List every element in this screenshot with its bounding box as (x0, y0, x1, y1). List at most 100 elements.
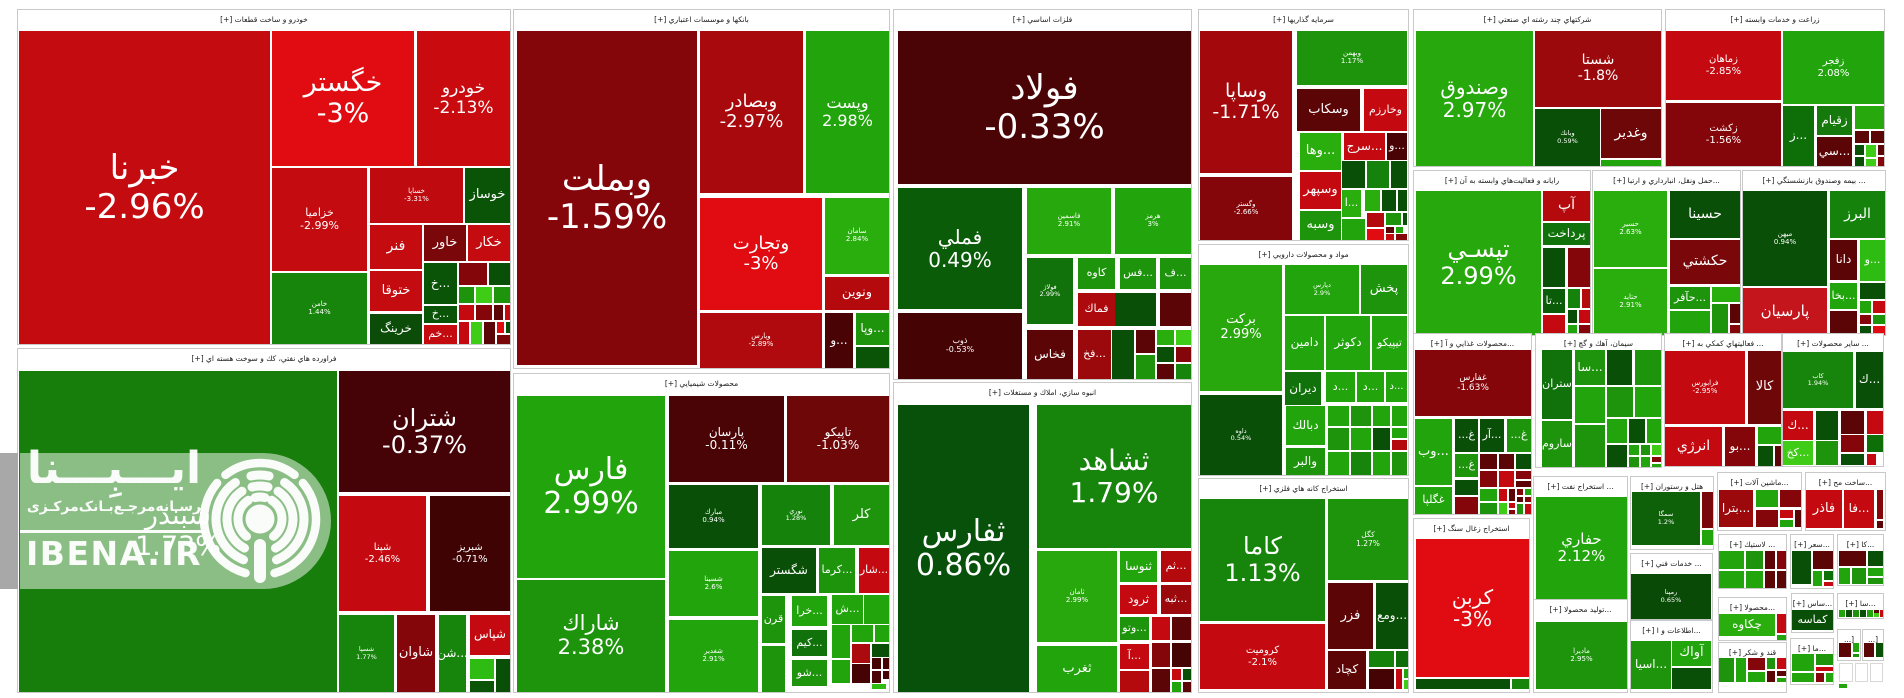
tile-وبصادر[interactable]: وبصادر -2.97% (700, 31, 803, 193)
tile[interactable] (1351, 452, 1371, 475)
tile[interactable] (1328, 428, 1349, 450)
tile[interactable] (872, 671, 881, 683)
tile[interactable] (1777, 678, 1786, 682)
tile[interactable] (1404, 680, 1408, 689)
tile[interactable] (1867, 454, 1876, 465)
tile[interactable] (497, 322, 504, 333)
tile[interactable] (1120, 671, 1149, 692)
tile[interactable] (1396, 234, 1407, 240)
tile-شاراك[interactable]: شاراك 2.38% (517, 580, 665, 692)
tile-كاب[interactable]: كاب 1.94% (1783, 352, 1853, 408)
tile-فولاژ[interactable]: فولاژ 2.99% (1027, 258, 1073, 324)
tile[interactable] (1641, 457, 1650, 467)
tile[interactable] (1416, 679, 1510, 689)
tile-شبريز[interactable]: شبريز -0.71% (430, 496, 510, 611)
tile[interactable] (1392, 440, 1407, 450)
tile-...سرج[interactable]: ...سرج (1344, 133, 1385, 160)
sector-title-realestate[interactable]: انبوه سازي، املاك و مستغلات [+] (988, 388, 1097, 397)
tile[interactable] (1499, 454, 1514, 469)
tile-...ثم[interactable]: ...ثم (1161, 551, 1191, 582)
tile[interactable] (1525, 497, 1531, 502)
tile-...كيم[interactable]: ...كيم (792, 630, 827, 656)
tile[interactable] (1183, 669, 1191, 680)
tile[interactable] (1860, 315, 1871, 324)
sector-title-sugar[interactable]: قند و شكر [+] (1728, 648, 1777, 657)
sector-title-machinery[interactable]: ...ماشين آلات [+] (1730, 478, 1789, 487)
tile[interactable] (1176, 364, 1191, 379)
tile[interactable] (1868, 568, 1883, 576)
tile[interactable] (762, 646, 785, 692)
tile-...و[interactable]: ...و (1387, 133, 1407, 160)
sector-title-ma[interactable]: ...ما [+] (1798, 644, 1826, 653)
tile[interactable] (1328, 452, 1349, 475)
tile-دامين[interactable]: دامين (1285, 316, 1324, 370)
tile[interactable] (1719, 571, 1744, 588)
tile[interactable] (883, 671, 889, 679)
tile[interactable] (1516, 481, 1531, 487)
tile[interactable] (1855, 157, 1864, 166)
tile-ماديرا[interactable]: ماديرا 2.95% (1536, 622, 1627, 689)
tile[interactable] (1172, 682, 1181, 692)
tile[interactable] (1877, 490, 1883, 519)
tile-سمگا[interactable]: سمگا 1.2% (1632, 492, 1700, 545)
tile-آواك[interactable]: آواك (1672, 641, 1711, 666)
tile[interactable] (1813, 551, 1833, 569)
tile[interactable] (1855, 131, 1869, 143)
tile[interactable] (1517, 504, 1523, 514)
tile-پارسان[interactable]: پارسان -0.11% (669, 396, 784, 482)
tile[interactable] (1629, 445, 1639, 455)
tile[interactable] (1112, 330, 1134, 379)
tile[interactable] (1136, 330, 1155, 353)
tile[interactable] (1160, 293, 1191, 326)
tile[interactable] (1172, 643, 1191, 667)
tile-شتران[interactable]: شتران -0.37% (339, 371, 510, 492)
tile-خامن[interactable]: خامن 1.44% (272, 273, 367, 344)
tile[interactable] (852, 644, 870, 663)
sector-title-oilprod[interactable]: فراورده هاي نفتي، كك و سوخت هسته اي [+] (191, 354, 337, 363)
tile[interactable] (1652, 445, 1661, 455)
tile[interactable] (1855, 106, 1884, 129)
tile[interactable] (1652, 457, 1661, 462)
tile-فنر[interactable]: فنر (370, 225, 422, 269)
tile-وساپا[interactable]: وساپا -1.71% (1200, 31, 1292, 173)
sector-title-saer[interactable]: ...سعر [+] (1794, 540, 1830, 549)
tile-...ز[interactable]: ...ز (1783, 106, 1814, 166)
tile[interactable] (1607, 419, 1627, 443)
tile-...وپا[interactable]: ...وپا (856, 313, 889, 345)
tile[interactable] (1499, 503, 1507, 514)
tile[interactable] (1396, 669, 1402, 689)
tile-داوه[interactable]: داوه 0.54% (1200, 395, 1282, 475)
tile-دانا[interactable]: دانا (1830, 240, 1857, 280)
sector-title-auto[interactable]: خودرو و ساخت قطعات [+] (220, 15, 308, 24)
tile[interactable] (1880, 610, 1883, 617)
tile-...سا[interactable]: ...سا (1575, 350, 1605, 385)
tile[interactable] (1824, 571, 1833, 580)
sector-title-insurance[interactable]: ... بيمه وصندوق بازنشستگي [+] (1762, 176, 1866, 185)
tile[interactable] (1351, 428, 1371, 450)
tile-دبالك[interactable]: دبالك (1286, 406, 1325, 445)
tile-خبرنا[interactable]: خبرنا -2.96% (19, 31, 270, 344)
tile-خكار[interactable]: خكار (468, 225, 510, 261)
tile[interactable] (1579, 325, 1590, 335)
tile-تپسـي[interactable]: تپسـي 2.99% (1416, 191, 1541, 335)
tile[interactable] (494, 287, 510, 303)
tile[interactable] (1877, 521, 1883, 528)
tile[interactable] (1860, 283, 1885, 299)
tile[interactable] (1777, 635, 1786, 640)
tile[interactable] (1846, 610, 1852, 617)
tile[interactable] (1373, 428, 1390, 450)
tile[interactable] (1516, 454, 1531, 469)
tile[interactable] (864, 595, 889, 624)
tile-وصندوق[interactable]: وصندوق 2.97% (1416, 31, 1533, 166)
tile-شغدير[interactable]: شغدير 2.91% (669, 620, 758, 692)
tile[interactable] (1635, 350, 1661, 385)
tile[interactable] (1873, 326, 1885, 335)
tile[interactable] (1867, 610, 1873, 617)
tile-غ...[interactable]: غ... (1455, 419, 1478, 452)
tile[interactable] (1730, 304, 1740, 323)
tile-...د[interactable]: ...د (1386, 372, 1407, 402)
tile[interactable] (1878, 157, 1884, 166)
tile-غگلپا[interactable]: غگلپا (1415, 487, 1452, 514)
tile[interactable] (476, 287, 492, 303)
tile[interactable] (1841, 435, 1864, 452)
